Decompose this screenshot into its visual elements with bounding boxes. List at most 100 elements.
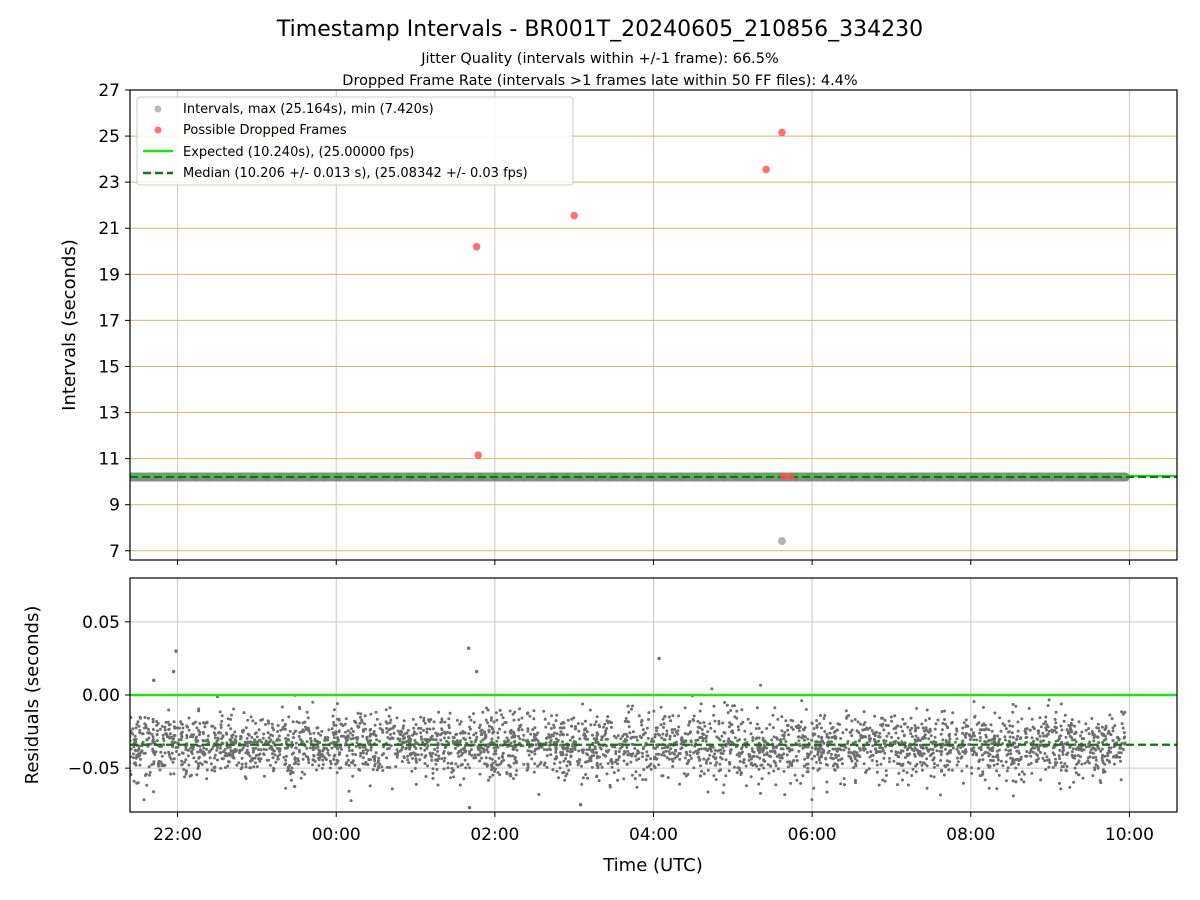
residual-point: [401, 734, 405, 738]
residual-point: [440, 728, 444, 732]
residual-point: [295, 720, 299, 724]
residual-point: [321, 763, 325, 766]
residual-point: [284, 786, 288, 790]
residual-point: [321, 758, 325, 762]
residual-point: [1103, 770, 1107, 774]
residual-point: [469, 718, 473, 722]
residual-point: [398, 749, 402, 753]
residual-point: [305, 747, 309, 750]
residual-point: [570, 749, 574, 753]
residual-point: [698, 709, 702, 713]
residual-point: [1024, 736, 1028, 740]
residual-point: [219, 731, 222, 735]
residual-point: [755, 736, 759, 740]
residual-point: [168, 755, 172, 759]
residual-point: [973, 714, 977, 718]
residual-point: [203, 725, 207, 729]
residual-point: [642, 768, 646, 771]
residual-point: [570, 744, 574, 748]
residual-point: [112, 729, 115, 732]
residual-point: [772, 769, 776, 773]
residual-point: [755, 722, 759, 726]
residual-point: [801, 734, 805, 738]
residual-point: [432, 727, 435, 731]
residual-point: [344, 730, 348, 734]
residual-point: [114, 737, 117, 740]
residual-point: [924, 726, 928, 730]
residual-point: [248, 766, 252, 770]
residual-point: [414, 782, 418, 786]
residual-point: [240, 762, 244, 766]
residual-point: [1109, 750, 1113, 754]
residual-point: [356, 711, 360, 715]
residual-point: [119, 728, 122, 731]
residual-point: [495, 739, 499, 743]
residual-point: [809, 750, 813, 754]
residual-point: [125, 730, 128, 733]
residual-point: [981, 758, 985, 762]
residual-point: [339, 734, 343, 738]
residual-point: [1088, 740, 1092, 744]
residual-point: [532, 709, 536, 713]
residual-point: [586, 776, 589, 780]
intervals-y-tick-label: 7: [109, 542, 120, 562]
residual-point: [454, 740, 458, 744]
residual-point: [542, 763, 546, 767]
residual-point: [495, 763, 499, 767]
residual-point: [137, 755, 140, 758]
residual-point: [961, 750, 965, 754]
residual-point: [393, 724, 397, 728]
residual-point: [803, 726, 807, 730]
residual-point: [785, 724, 789, 727]
residual-point: [765, 753, 769, 756]
residual-point: [133, 761, 137, 765]
residual-point: [1096, 766, 1100, 770]
residual-point: [546, 736, 549, 740]
residual-point: [555, 713, 559, 717]
residual-point: [508, 772, 512, 776]
residual-point: [114, 750, 117, 753]
residual-point: [1009, 752, 1013, 756]
residual-point: [188, 774, 192, 778]
residual-point: [152, 678, 156, 683]
residual-point: [382, 745, 386, 749]
residual-point: [839, 737, 843, 740]
residual-point: [702, 772, 706, 776]
residual-point: [490, 725, 494, 729]
residual-point: [137, 752, 141, 756]
residual-point: [552, 723, 556, 727]
residuals-y-tick-label: −0.05: [68, 759, 120, 779]
residual-point: [543, 717, 547, 721]
residual-point: [486, 763, 489, 767]
residual-point: [645, 750, 649, 754]
residual-point: [872, 737, 876, 741]
residual-point: [673, 727, 677, 731]
residual-point: [519, 723, 523, 727]
residual-point: [831, 764, 835, 768]
residual-point: [167, 723, 171, 727]
residual-point: [1014, 780, 1018, 784]
residual-point: [820, 755, 824, 759]
residual-point: [233, 730, 237, 734]
residual-point: [709, 726, 713, 730]
residual-point: [289, 778, 293, 782]
residual-point: [719, 768, 723, 772]
residual-point: [1046, 725, 1050, 729]
residual-point: [1016, 720, 1020, 724]
residual-point: [551, 768, 555, 772]
residual-point: [398, 739, 402, 743]
residual-point: [423, 762, 427, 765]
residual-point: [565, 733, 569, 737]
residual-point: [369, 748, 373, 752]
residual-point: [829, 740, 832, 744]
residual-point: [468, 752, 471, 756]
residual-point: [584, 773, 588, 776]
residual-point: [205, 720, 209, 724]
residual-point: [1019, 778, 1023, 781]
residual-point: [664, 749, 668, 753]
residual-point: [705, 734, 708, 738]
residual-point: [665, 729, 669, 733]
residual-point: [568, 762, 572, 766]
residual-point: [369, 712, 373, 716]
residual-point: [334, 723, 338, 727]
